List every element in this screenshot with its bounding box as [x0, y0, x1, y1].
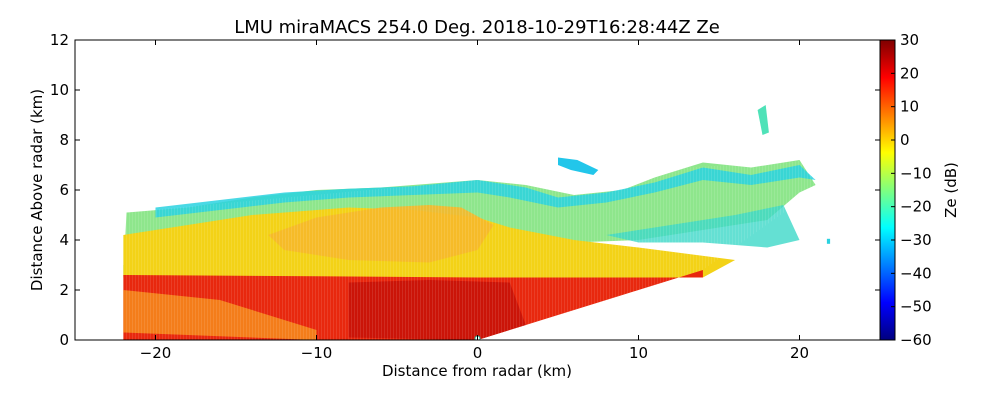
- colorbar-tick-label: 30: [900, 31, 919, 49]
- colorbar-tick-label: 20: [900, 64, 919, 82]
- y-axis-ticks: 0 2 4 6 8 10 12: [50, 31, 880, 349]
- colorbar-tick-label: −60: [900, 331, 932, 349]
- colorbar-tick-label: −20: [900, 198, 932, 216]
- colorbar-tick-label: −50: [900, 298, 932, 316]
- y-tick-label: 6: [59, 181, 69, 199]
- colorbar-scale: [879, 39, 896, 341]
- colorbar-label: Ze (dB): [942, 162, 960, 218]
- y-tick-label: 0: [59, 331, 69, 349]
- x-tick-label: −20: [140, 344, 172, 362]
- colorbar-tick-label: 0: [900, 131, 910, 149]
- chart-title: LMU miraMACS 254.0 Deg. 2018-10-29T16:28…: [234, 17, 720, 38]
- fragment-mid-region: [558, 157, 599, 175]
- colorbar-tick-label: 10: [900, 98, 919, 116]
- y-tick-label: 10: [50, 81, 69, 99]
- x-tick-label: 10: [629, 344, 648, 362]
- colorbar-tick-label: −30: [900, 231, 932, 249]
- y-tick-label: 12: [50, 31, 69, 49]
- y-axis-label: Distance Above radar (km): [28, 89, 46, 291]
- reflectivity-field: [123, 105, 831, 340]
- scan-streak-texture: [123, 160, 816, 340]
- fragment-upper-region: [757, 105, 769, 135]
- y-tick-label: 4: [59, 231, 69, 249]
- y-tick-label: 2: [59, 281, 69, 299]
- colorbar-tick-label: −40: [900, 264, 932, 282]
- colorbar-tick-label: −10: [900, 164, 932, 182]
- x-tick-label: −10: [301, 344, 333, 362]
- fragment-dot: [826, 238, 831, 244]
- x-tick-label: 20: [790, 344, 809, 362]
- colorbar: 30 20 10 0 −10 −20 −30 −40 −50 −60 Ze (dB): [879, 31, 960, 349]
- plot-area: −20 −10 0 10 20 0 2 4 6 8 10 12: [50, 31, 881, 362]
- colorbar-ticks: 30 20 10 0 −10 −20 −30 −40 −50 −60: [891, 31, 932, 349]
- y-tick-label: 8: [59, 131, 69, 149]
- x-axis-ticks: −20 −10 0 10 20: [140, 40, 809, 362]
- x-axis-label: Distance from radar (km): [382, 362, 572, 380]
- x-tick-label: 0: [473, 344, 483, 362]
